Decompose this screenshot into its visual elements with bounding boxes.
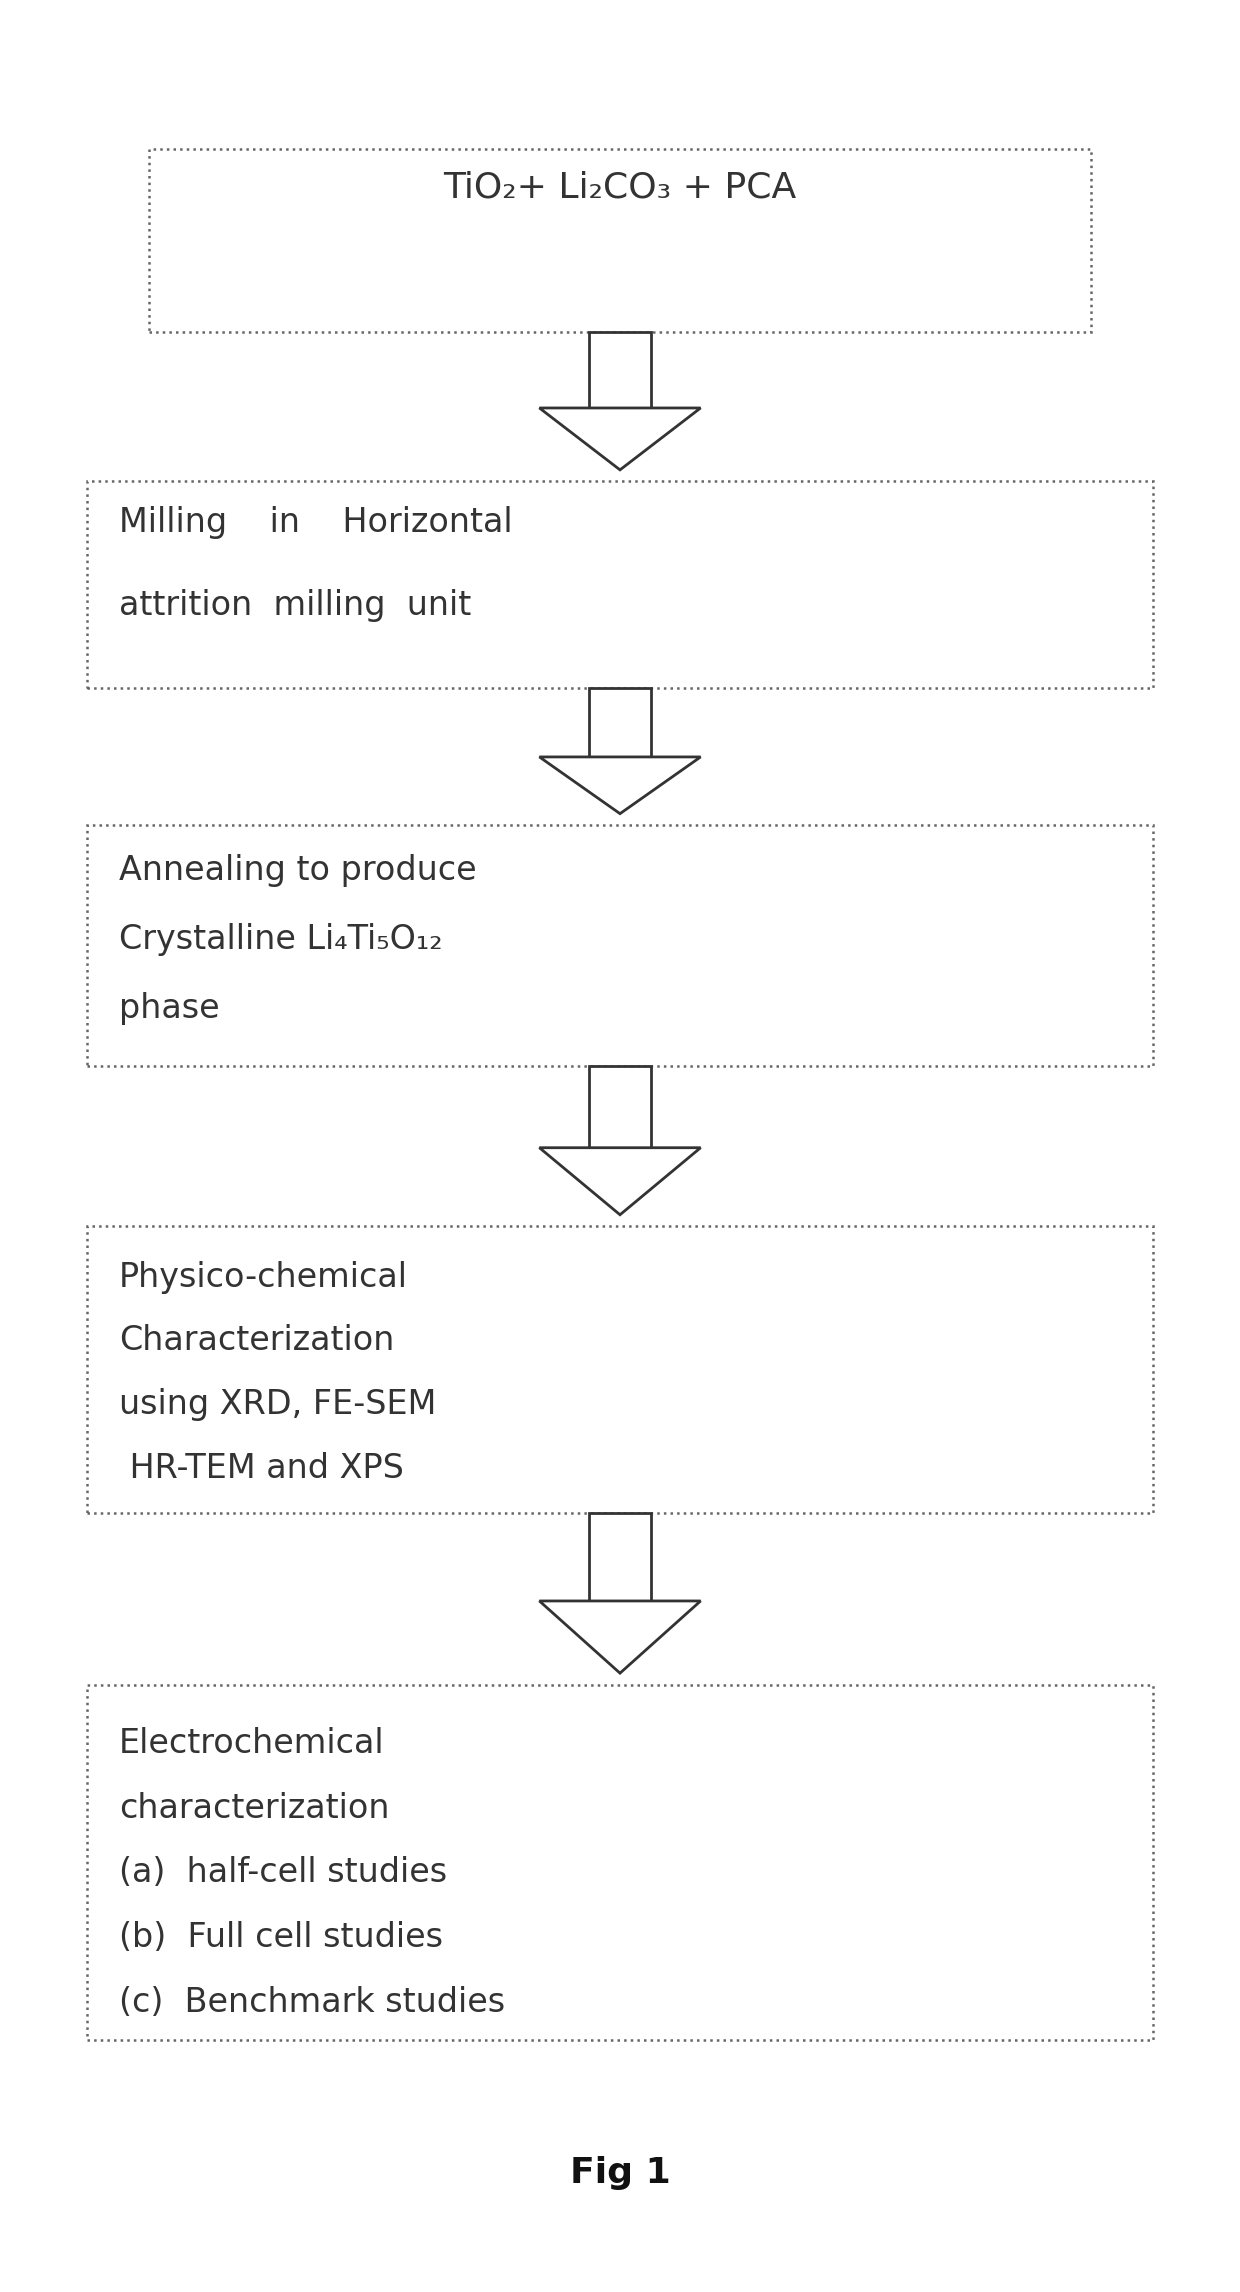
Bar — [87, 1685, 1153, 2040]
Bar — [87, 1226, 1153, 1513]
Bar — [149, 149, 1091, 332]
Bar — [589, 1513, 651, 1600]
Text: characterization: characterization — [119, 1792, 389, 1824]
Text: Milling    in    Horizontal: Milling in Horizontal — [119, 507, 512, 539]
Text: (b)  Full cell studies: (b) Full cell studies — [119, 1921, 443, 1955]
Bar — [589, 332, 651, 408]
Bar — [589, 1066, 651, 1148]
Text: Electrochemical: Electrochemical — [119, 1728, 384, 1760]
Text: attrition  milling  unit: attrition milling unit — [119, 589, 471, 621]
Text: Annealing to produce: Annealing to produce — [119, 855, 476, 887]
Polygon shape — [539, 1600, 701, 1673]
Bar — [87, 825, 1153, 1066]
Text: using XRD, FE-SEM: using XRD, FE-SEM — [119, 1389, 436, 1421]
Text: TiO₂+ Li₂CO₃ + PCA: TiO₂+ Li₂CO₃ + PCA — [444, 172, 796, 204]
Text: Characterization: Characterization — [119, 1325, 394, 1357]
Polygon shape — [539, 408, 701, 470]
Bar — [87, 481, 1153, 688]
Text: phase: phase — [119, 992, 219, 1025]
Text: (c)  Benchmark studies: (c) Benchmark studies — [119, 1985, 505, 2019]
Polygon shape — [539, 1148, 701, 1215]
Bar — [589, 688, 651, 756]
Text: HR-TEM and XPS: HR-TEM and XPS — [119, 1451, 404, 1485]
Text: Crystalline Li₄Ti₅O₁₂: Crystalline Li₄Ti₅O₁₂ — [119, 924, 443, 956]
Text: Physico-chemical: Physico-chemical — [119, 1261, 408, 1293]
Text: (a)  half-cell studies: (a) half-cell studies — [119, 1857, 446, 1889]
Polygon shape — [539, 756, 701, 814]
Text: Fig 1: Fig 1 — [569, 2157, 671, 2189]
